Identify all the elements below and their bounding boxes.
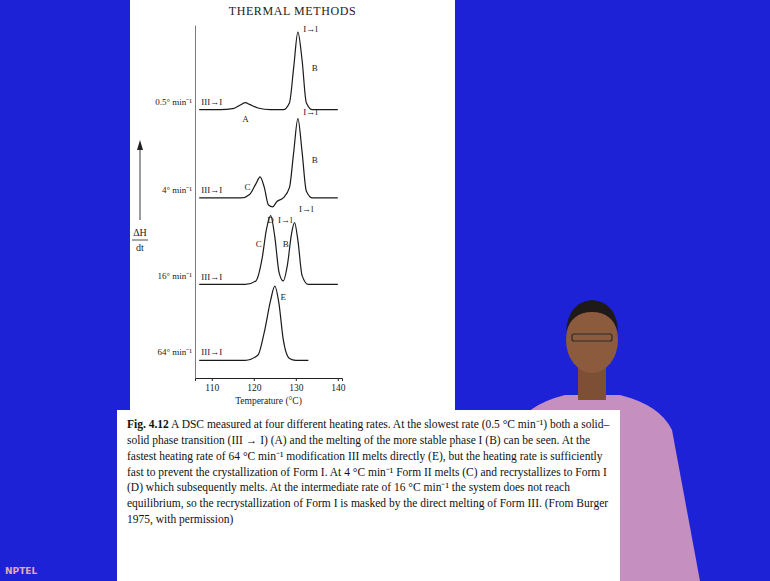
y-axis-title: ΔH dt (132, 140, 148, 253)
y-arrow-shaft (140, 146, 141, 220)
x-axis-line (196, 379, 343, 382)
annotation: I→l (303, 24, 318, 34)
x-axis: 110 120 130 140 (196, 378, 346, 393)
presenter-glasses (572, 334, 612, 341)
y-arrow-head (137, 140, 143, 150)
y-title-denominator: dt (136, 242, 144, 253)
caption-text: A DSC measured at four different heating… (127, 418, 609, 525)
x-tick-mark (296, 378, 297, 381)
plot-marks (199, 32, 338, 360)
annotation: E (280, 292, 286, 302)
annotation: A (242, 114, 249, 124)
dsc-curve (199, 32, 338, 110)
annotation: III→I (201, 347, 222, 357)
annotation: I→l (299, 204, 314, 214)
annotation: B (312, 155, 318, 165)
dsc-curve (199, 216, 338, 285)
annotation: B (283, 239, 289, 249)
y-title-numerator: ΔH (133, 227, 147, 238)
caption-gap (169, 418, 171, 430)
watermark-layer: NPTEL (0, 0, 770, 581)
annotation: C (256, 239, 262, 249)
y-title-rule (132, 240, 148, 241)
x-tick-label: 120 (247, 383, 261, 393)
caption-label: Fig. 4.12 (127, 418, 169, 430)
header: THERMAL METHODS (229, 4, 357, 18)
y-axis (195, 26, 196, 379)
dsc-curve (199, 286, 308, 360)
annotation: I→l (278, 215, 293, 225)
x-tick-mark (254, 378, 255, 381)
dsc-curve (199, 119, 338, 207)
x-tick-label: 130 (289, 383, 304, 393)
x-tick: 120 (247, 378, 261, 393)
annotation: III→I (201, 272, 222, 282)
x-tick: 130 (289, 378, 304, 393)
chart: THERMAL METHODS 110 120 130 140 Temperature (… (130, 0, 455, 410)
annotation: C (244, 182, 250, 192)
rate-label: 4° min⁻¹ (162, 185, 192, 195)
annotation: I→l (303, 107, 318, 117)
x-tick: 110 (205, 378, 219, 393)
rate-label: 16° min⁻¹ (157, 271, 192, 281)
annotation: D (267, 215, 274, 225)
x-tick-label: 140 (331, 383, 346, 393)
curve-labels: 0.5° min⁻¹ 4° min⁻¹ 16° min⁻¹ 64° min⁻¹ III→… (155, 24, 318, 357)
caption-box: Fig. 4.12 A DSC measured at four differe… (117, 410, 620, 581)
x-tick-mark (212, 378, 213, 381)
watermark: NPTEL (5, 566, 37, 576)
x-tick-mark (338, 378, 339, 381)
annotation: III→I (201, 185, 222, 195)
y-axis-line (195, 26, 196, 379)
presenter-hair (566, 300, 618, 332)
figure-panel: THERMAL METHODS 110 120 130 140 Temperature (… (130, 0, 455, 410)
annotation: III→I (201, 97, 222, 107)
x-axis-title: Temperature (°C) (235, 396, 302, 407)
rate-label: 64° min⁻¹ (157, 347, 192, 357)
annotation: B (312, 63, 318, 73)
x-tick: 140 (331, 378, 346, 393)
x-tick-label: 110 (205, 383, 219, 393)
rate-label: 0.5° min⁻¹ (155, 97, 192, 107)
